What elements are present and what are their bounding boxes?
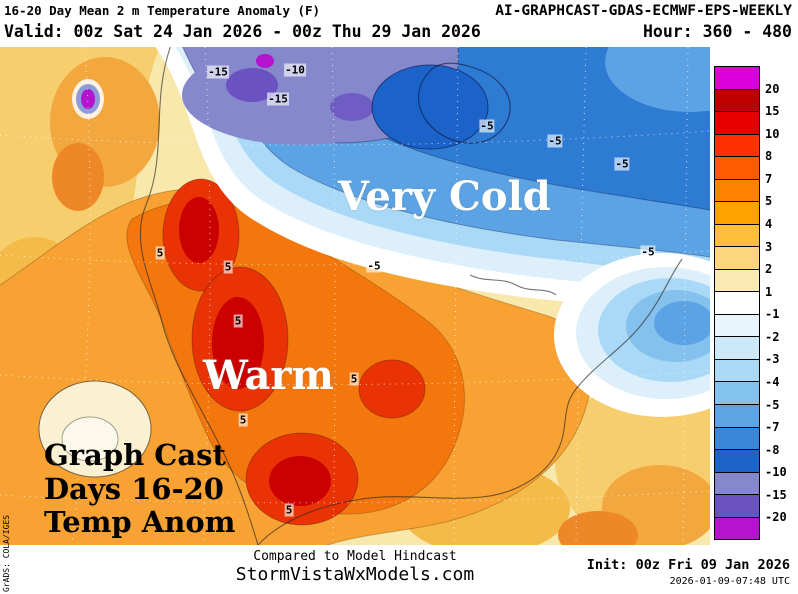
contour-label: 5 xyxy=(223,260,233,274)
colorbar-cell xyxy=(715,157,759,180)
contour-label: 5 xyxy=(233,314,243,328)
contour-label: -15 xyxy=(267,92,289,106)
graphcast-overlay: Graph Cast Days 16-20 Temp Anom xyxy=(44,438,236,540)
colorbar-cell xyxy=(715,382,759,405)
forecast-hour: Hour: 360 - 480 xyxy=(642,22,792,41)
hindcast-note: Compared to Model Hindcast xyxy=(253,549,457,564)
contour-label: -5 xyxy=(640,245,656,259)
colorbar-cells xyxy=(714,66,760,540)
grads-credit: GrADS: COLA/IGES xyxy=(2,514,11,592)
colorbar-cell xyxy=(715,472,759,496)
contour-label: -5 xyxy=(366,259,382,273)
lat-lon-graticule xyxy=(0,47,710,545)
colorbar-tick-label: -10 xyxy=(765,465,787,480)
colorbar-tick-label: 5 xyxy=(765,194,773,209)
colorbar-cell xyxy=(715,450,759,473)
valid-range: Valid: 00z Sat 24 Jan 2026 - 00z Thu 29 … xyxy=(4,22,481,41)
coastline-lines xyxy=(139,47,683,545)
colorbar-tick-label: -2 xyxy=(765,329,780,344)
colorbar-cell xyxy=(715,202,759,225)
overlay-line-2: Days 16-20 xyxy=(44,471,224,506)
anomaly-map-graphic xyxy=(0,47,710,545)
colorbar-cell xyxy=(715,404,759,428)
colorbar-tick-label: 15 xyxy=(765,104,780,119)
colorbar-tick-label: -5 xyxy=(765,397,780,412)
overlay-line-3: Temp Anom xyxy=(44,505,236,539)
colorbar-tick-label: 10 xyxy=(765,126,780,141)
contour-label: -5 xyxy=(547,134,563,148)
contour-label: -5 xyxy=(479,119,495,133)
colorbar-cell xyxy=(715,112,759,135)
warm-label: Warm xyxy=(203,352,334,399)
colorbar-cell xyxy=(715,269,759,293)
init-time: Init: 00z Fri 09 Jan 2026 xyxy=(586,557,790,573)
site-name: StormVistaWxModels.com xyxy=(235,564,475,585)
colorbar-tick-label: 2 xyxy=(765,262,773,277)
colorbar-tick-label: -8 xyxy=(765,442,780,457)
map-title: 16-20 Day Mean 2 m Temperature Anomaly (… xyxy=(4,3,321,18)
colorbar-cell xyxy=(715,224,759,248)
colorbar-cell xyxy=(715,67,759,90)
colorbar-cell xyxy=(715,134,759,158)
hudson-bay-cold-core xyxy=(371,64,489,150)
hudson-bay-outline xyxy=(417,62,511,144)
header-row-2: Valid: 00z Sat 24 Jan 2026 - 00z Thu 29 … xyxy=(4,22,792,41)
model-name: AI-GRAPHCAST-GDAS-ECMWF-EPS-WEEKLY xyxy=(495,3,792,19)
colorbar-cell xyxy=(715,359,759,383)
overlay-line-1: Graph Cast xyxy=(44,438,226,472)
cold-anomaly-region xyxy=(72,47,710,317)
contour-label: 5 xyxy=(155,246,165,260)
colorbar-tick-label: 20 xyxy=(765,81,780,96)
colorbar-tick-label: -1 xyxy=(765,307,780,322)
colorbar-cell xyxy=(715,89,759,113)
colorbar-ticks: 20 15 10 8 7 5 4 3 2 1 -1 -2 -3 -4 -5 -7 -8 -10 -15 -20 xyxy=(765,66,797,540)
colorbar-tick-label: -3 xyxy=(765,352,780,367)
contour-label: 5 xyxy=(238,413,248,427)
colorbar-tick-label: -15 xyxy=(765,487,787,502)
very-cold-label: Very Cold xyxy=(338,173,551,220)
colorbar-cell xyxy=(715,247,759,270)
colorbar-cell xyxy=(715,427,759,451)
colorbar-cell xyxy=(715,292,759,315)
map-area: Very Cold Warm Graph Cast Days 16-20 Tem… xyxy=(0,47,710,545)
colorbar-cell xyxy=(715,495,759,518)
colorbar-tick-label: 1 xyxy=(765,284,773,299)
colorbar-tick-label: -7 xyxy=(765,420,780,435)
contour-label: -10 xyxy=(284,63,306,77)
contour-label: 5 xyxy=(284,503,294,517)
pacific-neutral-pocket xyxy=(38,380,152,478)
colorbar-tick-label: 3 xyxy=(765,239,773,254)
colorbar-tick-label: 7 xyxy=(765,171,773,186)
colorbar-tick-label: -20 xyxy=(765,510,787,525)
contour-label: -15 xyxy=(207,65,229,79)
contour-label: -5 xyxy=(614,157,630,171)
colorbar-tick-label: 4 xyxy=(765,216,773,231)
colorbar-cell xyxy=(715,337,759,360)
colorbar-tick-label: 8 xyxy=(765,149,773,164)
colorbar-cell xyxy=(715,517,759,540)
colorbar-tick-label: -4 xyxy=(765,374,780,389)
colorbar-cell xyxy=(715,179,759,203)
header-row-1: 16-20 Day Mean 2 m Temperature Anomaly (… xyxy=(4,3,792,19)
colorbar-cell xyxy=(715,314,759,338)
creation-timestamp: 2026-01-09-07:48 UTC xyxy=(669,576,790,587)
contour-label: 5 xyxy=(349,372,359,386)
